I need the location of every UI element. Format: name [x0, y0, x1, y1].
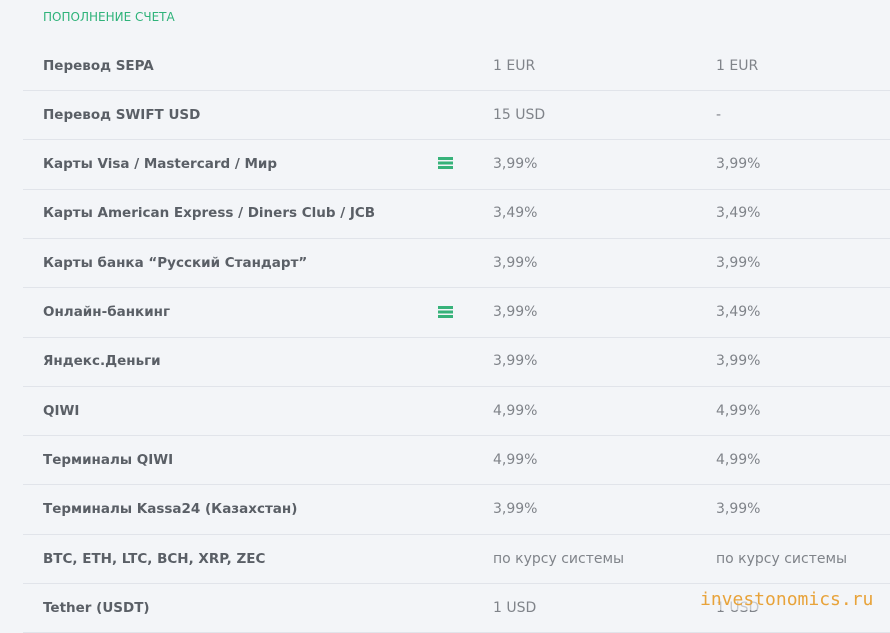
method-name: Карты American Express / Diners Club / J…	[43, 205, 376, 222]
table-row: BTC, ETH, LTC, BCH, XRP, ZEC по курсу сис…	[23, 534, 890, 584]
fee-value: 3,49%	[716, 304, 761, 320]
method-name: Онлайн-банкинг	[43, 304, 171, 320]
fee-value: 3,99%	[493, 501, 538, 518]
fee-value: 3,99%	[716, 501, 761, 518]
fee-value: 3,49%	[716, 205, 761, 222]
table-row: Перевод SEPA 1 EUR 1 EUR	[23, 41, 890, 91]
method-name: QIWI	[43, 402, 80, 419]
fee-value: 4,99%	[716, 402, 761, 419]
fee-value: 1 USD	[493, 599, 537, 616]
fee-value: 1 EUR	[493, 57, 536, 74]
table-row: Карты American Express / Diners Club / J…	[23, 189, 890, 239]
fee-value: 1 EUR	[716, 57, 759, 74]
fee-value: 15 USD	[493, 106, 546, 123]
table-row: Перевод SWIFT USD 15 USD -	[23, 90, 890, 141]
fee-value: 3,99%	[493, 304, 538, 320]
fee-value: 3,99%	[493, 254, 538, 271]
fee-value: 3,99%	[493, 156, 538, 173]
table-row: Карты Visa / Mastercard / Мир 3,99% 3,99%	[23, 140, 890, 190]
fee-value: 3,99%	[716, 254, 761, 271]
list-icon[interactable]	[438, 157, 453, 169]
section-title: ПОПОЛНЕНИЕ СЧЕТА	[43, 10, 175, 24]
table-row: Яндекс.Деньги 3,99% 3,99%	[23, 337, 890, 387]
table-row: Онлайн-банкинг 3,99% 3,49%	[23, 288, 890, 338]
method-name: Перевод SEPA	[43, 57, 154, 74]
fee-value: 3,99%	[493, 353, 538, 370]
fee-value: по курсу системы	[716, 550, 848, 567]
fee-value: по курсу системы	[493, 550, 625, 567]
method-name: Яндекс.Деньги	[43, 353, 161, 370]
method-name: Терминалы QIWI	[43, 451, 174, 468]
table-row: Терминалы QIWI 4,99% 4,99%	[23, 435, 890, 486]
fee-value: 3,99%	[716, 353, 761, 370]
fee-value: 4,99%	[716, 451, 761, 468]
watermark: investonomics.ru	[700, 589, 874, 610]
method-name: Карты Visa / Mastercard / Мир	[43, 156, 278, 173]
table-row: QIWI 4,99% 4,99%	[23, 386, 890, 437]
fee-value: 4,99%	[493, 402, 538, 419]
table-row: Карты банка “Русский Стандарт” 3,99% 3,99%	[23, 238, 890, 289]
method-name: Tether (USDT)	[43, 599, 150, 616]
fee-value: 3,49%	[493, 205, 538, 222]
method-name: Терминалы Kassa24 (Казахстан)	[43, 501, 298, 518]
table-row: Терминалы Kassa24 (Казахстан) 3,99% 3,99%	[23, 485, 890, 535]
method-name: Карты банка “Русский Стандарт”	[43, 254, 308, 271]
method-name: Перевод SWIFT USD	[43, 106, 201, 123]
fee-value: 3,99%	[716, 156, 761, 173]
fee-value: 4,99%	[493, 451, 538, 468]
method-name: BTC, ETH, LTC, BCH, XRP, ZEC	[43, 550, 266, 567]
fee-value: -	[716, 106, 722, 123]
list-icon[interactable]	[438, 306, 453, 318]
